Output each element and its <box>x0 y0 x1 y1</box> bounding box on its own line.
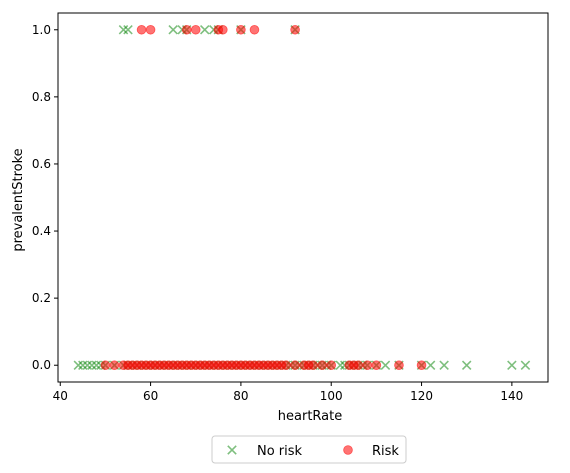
plot-frame <box>57 12 549 383</box>
data-marks <box>73 24 531 371</box>
point-no-risk <box>425 360 436 370</box>
point-risk <box>416 360 427 371</box>
point-no-risk <box>73 360 84 370</box>
point-no-risk <box>123 25 133 35</box>
legend-label-risk: Risk <box>372 444 399 459</box>
point-no-risk <box>82 360 93 370</box>
point-risk <box>353 360 364 371</box>
x-tick-label: 40 <box>53 389 68 403</box>
point-no-risk <box>461 360 472 370</box>
legend: No risk Risk <box>211 435 407 464</box>
point-risk <box>371 360 382 371</box>
point-no-risk <box>200 25 210 35</box>
x-tick-label: 100 <box>320 389 343 403</box>
series-risk <box>100 24 427 371</box>
point-no-risk <box>118 25 129 35</box>
point-no-risk <box>335 360 346 370</box>
x-tick-label: 60 <box>143 389 158 403</box>
y-tick-label: 1.0 <box>32 23 51 37</box>
x-axis-label: heartRate <box>278 409 342 424</box>
legend-x-icon <box>227 445 237 455</box>
point-no-risk <box>520 360 531 370</box>
point-risk <box>190 24 201 35</box>
y-tick-label: 0.4 <box>32 224 51 238</box>
point-no-risk <box>91 360 102 370</box>
point-risk <box>290 360 300 371</box>
point-no-risk <box>507 360 517 370</box>
legend-marker-risk <box>343 445 353 455</box>
point-no-risk <box>87 360 97 370</box>
point-risk <box>394 360 404 371</box>
y-axis-label: prevalentStroke <box>11 148 26 251</box>
point-risk <box>136 24 147 35</box>
point-no-risk <box>439 360 449 370</box>
y-tick-label: 0.8 <box>32 90 51 104</box>
axis-ticks: 40 60 80 100 120 140 0.0 0.2 0.4 0.6 0.8 1.0 <box>32 23 523 403</box>
point-no-risk <box>78 360 88 370</box>
point-risk <box>308 360 318 371</box>
y-tick-label: 0.6 <box>32 157 51 171</box>
point-risk <box>249 24 260 35</box>
point-risk <box>281 360 291 371</box>
point-risk <box>317 360 327 371</box>
point-risk <box>290 24 300 35</box>
y-tick-label: 0.0 <box>32 358 51 372</box>
x-tick-label: 120 <box>410 389 433 403</box>
legend-box <box>211 435 407 464</box>
point-risk <box>326 360 337 371</box>
point-no-risk <box>380 360 391 370</box>
point-risk <box>218 24 228 35</box>
x-tick-label: 140 <box>500 389 523 403</box>
x-tick-label: 80 <box>233 389 248 403</box>
point-risk <box>181 24 192 35</box>
series-no-risk <box>73 25 531 370</box>
point-risk <box>362 360 373 371</box>
point-risk <box>236 24 246 35</box>
point-risk <box>100 360 111 371</box>
legend-circle-icon <box>343 445 353 455</box>
legend-label-no-risk: No risk <box>257 444 303 459</box>
y-tick-label: 0.2 <box>32 291 51 305</box>
legend-marker-no-risk <box>227 445 237 455</box>
point-no-risk <box>168 25 178 35</box>
point-risk <box>109 360 120 371</box>
point-risk <box>145 24 156 35</box>
